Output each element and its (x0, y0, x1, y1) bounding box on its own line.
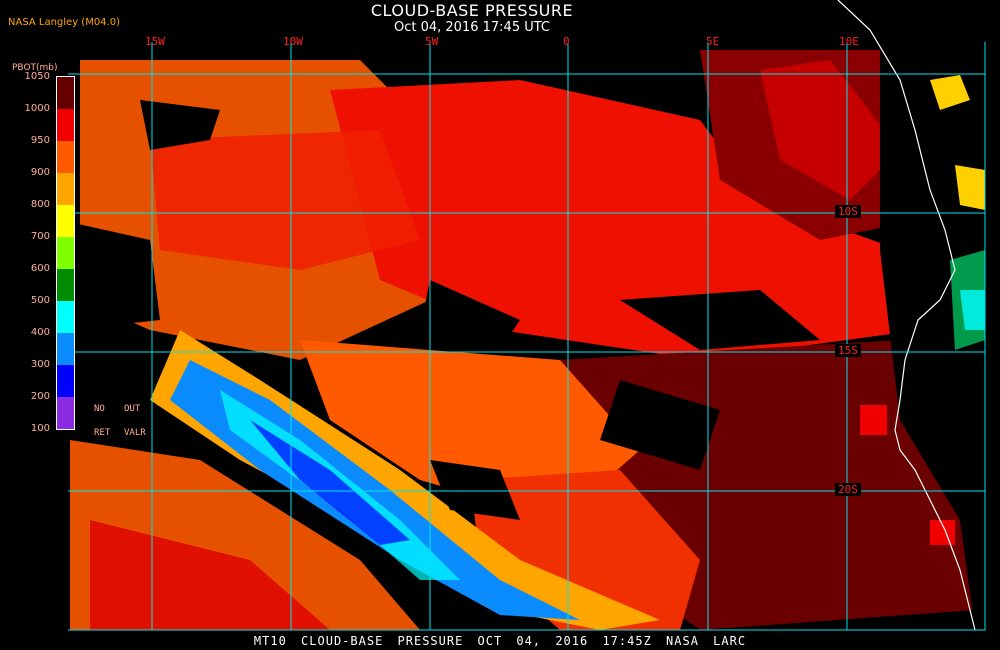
legend-swatch (57, 141, 74, 173)
legend-swatch (57, 333, 74, 365)
legend-swatch (57, 77, 74, 109)
out-valr-label: VALR (124, 428, 146, 438)
no-ret-label: RET (94, 428, 111, 438)
map-title: CLOUD-BASE PRESSURE (370, 1, 574, 20)
legend-value: 1050 (24, 71, 50, 82)
lon-label: 0 (563, 35, 570, 48)
legend-value: 600 (30, 263, 50, 274)
lon-label: 5E (706, 35, 720, 48)
lon-label: 15W (145, 35, 165, 48)
no-ret-label: NO (94, 404, 105, 414)
lat-label: 20S (835, 483, 861, 496)
legend-swatch (57, 365, 74, 397)
coastline (837, 0, 976, 631)
legend-value: 700 (30, 231, 50, 242)
lon-label: 5W (425, 35, 439, 48)
lat-label: 15S (835, 344, 861, 357)
legend-swatch (57, 173, 74, 205)
lat-label: 10S (835, 205, 861, 218)
color-legend (56, 76, 75, 430)
legend-title: PBOT(mb) (12, 63, 58, 73)
legend-swatch (57, 397, 74, 429)
legend-value: 300 (30, 359, 50, 370)
legend-swatch (57, 237, 74, 269)
legend-swatch (57, 269, 74, 301)
lat-lon-grid (68, 42, 986, 631)
lon-label: 10W (283, 35, 303, 48)
legend-swatch (57, 109, 74, 141)
legend-value: 200 (30, 391, 50, 402)
legend-value: 800 (30, 199, 50, 210)
legend-value: 100 (30, 423, 50, 434)
legend-value: 1000 (24, 103, 50, 114)
lon-label: 10E (839, 35, 859, 48)
legend-value: 950 (30, 135, 50, 146)
legend-value: 400 (30, 327, 50, 338)
legend-swatch (57, 205, 74, 237)
credit-label: NASA Langley (M04.0) (8, 17, 120, 28)
legend-swatch (57, 301, 74, 333)
out-valr-label: OUT (124, 404, 141, 414)
footer-caption: MT10 CLOUD-BASE PRESSURE OCT 04, 2016 17… (253, 634, 747, 648)
map-timestamp: Oct 04, 2016 17:45 UTC (394, 20, 550, 35)
legend-value: 900 (30, 167, 50, 178)
legend-value: 500 (30, 295, 50, 306)
